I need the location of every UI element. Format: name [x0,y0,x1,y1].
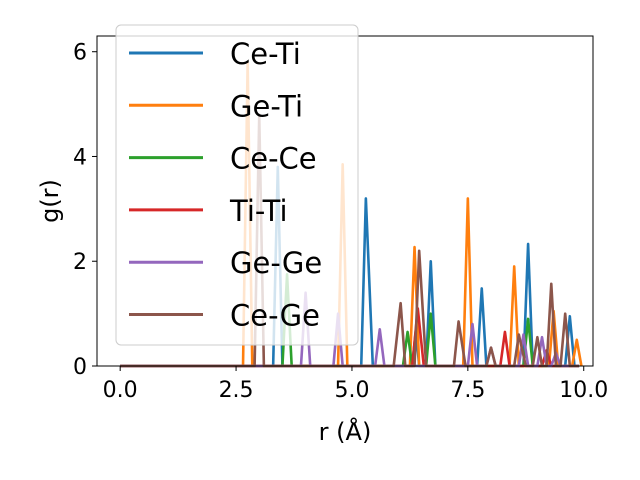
y-tick-label: 2 [73,250,87,275]
x-tick-label: 5.0 [334,378,369,403]
x-axis-label: r (Å) [319,417,372,446]
x-tick-label: 7.5 [450,378,485,403]
legend-label: Ti-Ti [229,194,288,228]
legend: Ce-Ti Ge-Ti Ce-Ce Ti-Ti Ge-Ge Ce-Ge [115,24,359,346]
x-axis: 0.0 2.5 5.0 7.5 10.0 [103,366,608,403]
x-tick-label: 2.5 [219,378,254,403]
legend-box [115,24,359,346]
y-axis-label: g(r) [36,179,64,223]
legend-label: Ce-Ce [230,142,317,176]
x-tick-label: 10.0 [559,378,608,403]
y-tick-label: 4 [73,145,87,170]
y-axis: 0 2 4 6 [73,41,97,380]
legend-label: Ge-Ti [230,89,303,123]
y-tick-label: 0 [73,355,87,380]
legend-label: Ge-Ge [230,246,322,280]
series-line-ce-ge [120,113,580,368]
x-tick-label: 0.0 [103,378,138,403]
y-tick-label: 6 [73,41,87,66]
legend-label: Ce-Ge [230,299,320,333]
legend-label: Ce-Ti [230,37,301,71]
